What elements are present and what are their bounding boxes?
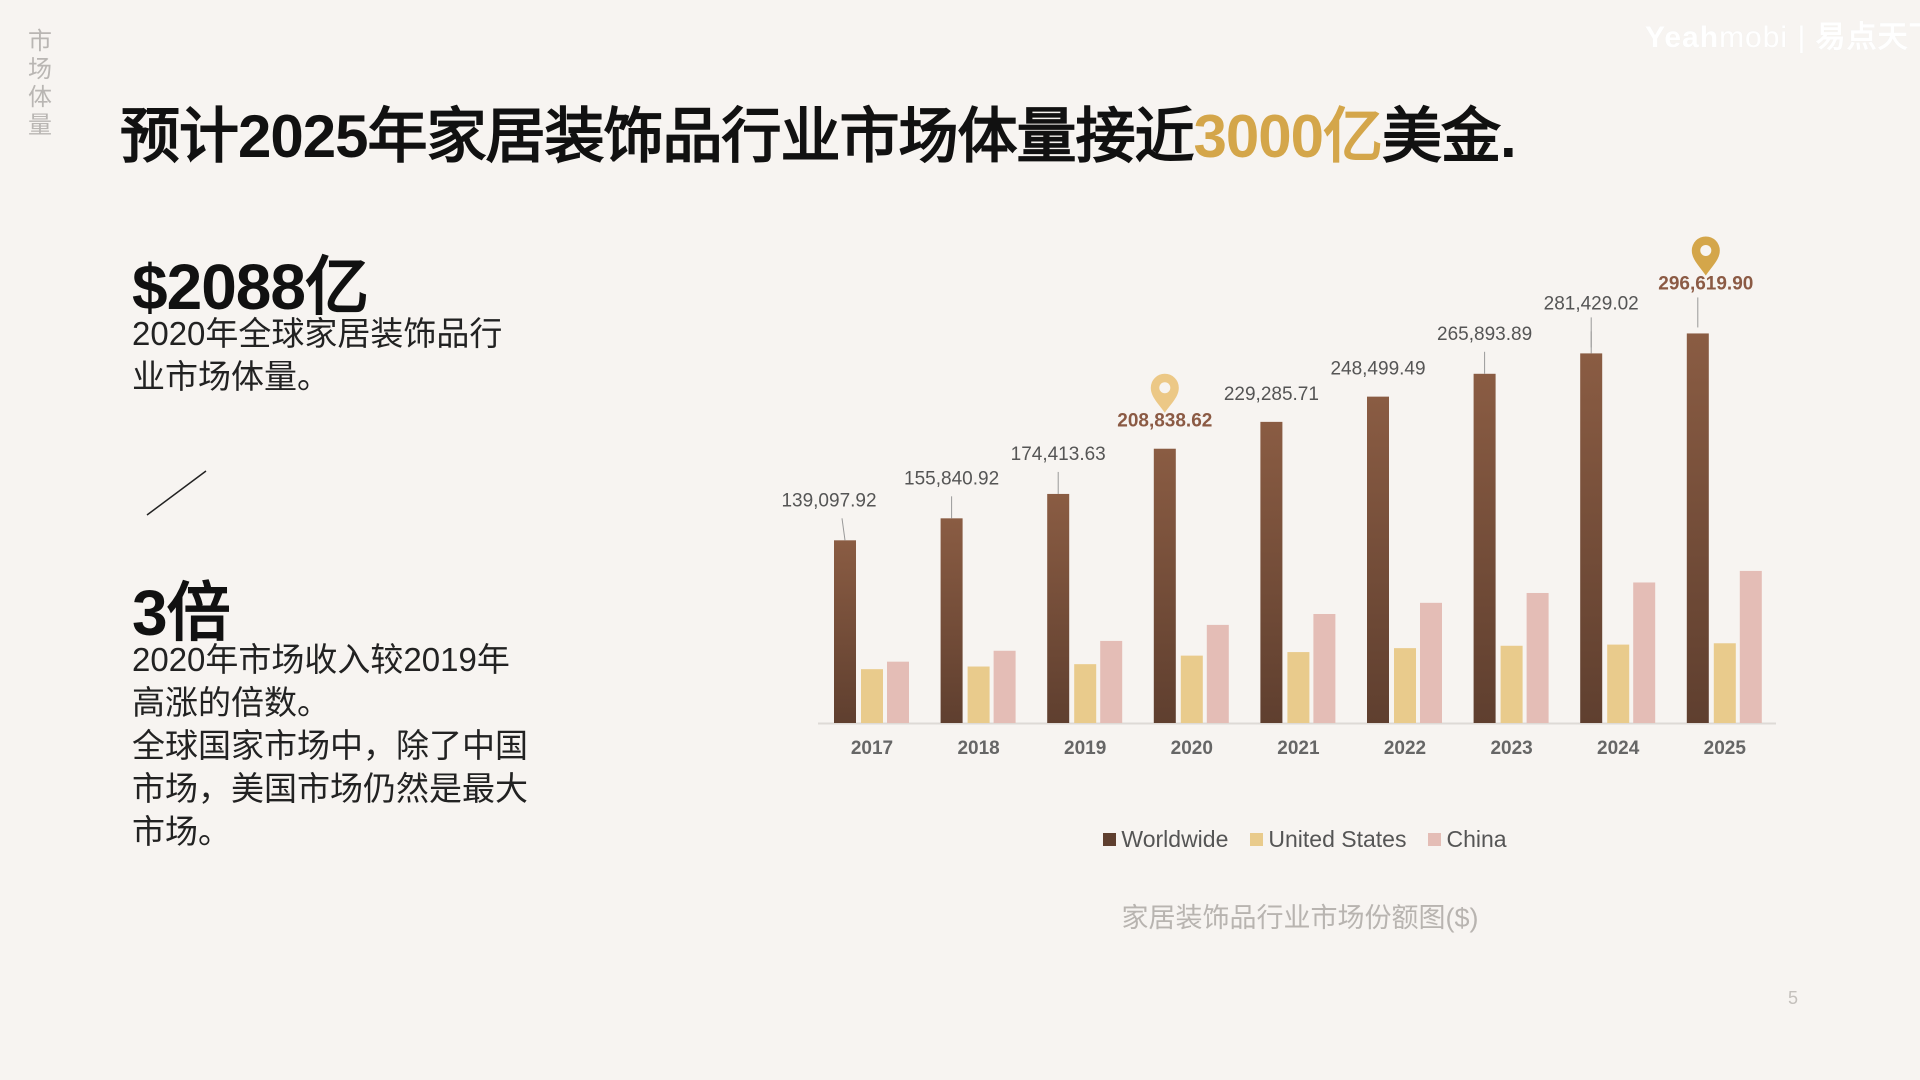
data-label: 265,893.89	[1437, 324, 1532, 345]
x-tick-label: 2024	[1597, 738, 1640, 759]
map-pin-icon	[1691, 236, 1720, 276]
bar-china-2018	[993, 650, 1016, 723]
bar-chart: 2017 139,097.92 2018 155,840.92 2019 174,413.…	[781, 236, 1776, 759]
bar-worldwide-2020	[1153, 448, 1176, 723]
data-label: 281,429.02	[1544, 293, 1639, 314]
bar-worldwide-2021	[1260, 421, 1283, 723]
data-label: 248,499.49	[1330, 359, 1425, 380]
bar-worldwide-2019	[1047, 493, 1070, 723]
chart-legend: Worldwide United States China	[1090, 826, 1520, 853]
legend-label: United States	[1268, 826, 1407, 852]
bar-united-states-2023	[1500, 645, 1523, 723]
chart-caption: 家居装饰品行业市场份额图($)	[1121, 903, 1479, 933]
legend-label: China	[1446, 826, 1507, 852]
logo-brand: Yeah	[1645, 21, 1720, 54]
title-part2: 美金.	[1381, 103, 1517, 170]
bar-china-2024	[1633, 582, 1656, 723]
bar-china-2022	[1420, 602, 1442, 723]
bar-united-states-2018	[967, 666, 990, 723]
x-tick-label: 2021	[1277, 738, 1320, 759]
data-label: 296,619.90	[1658, 273, 1753, 294]
stat-desc-market: 2020年全球家居装饰品行业市场体量。	[132, 315, 503, 395]
bar-china-2021	[1313, 613, 1336, 723]
bar-united-states-2020	[1180, 655, 1203, 723]
stat-value-market: $2088亿	[132, 251, 369, 323]
x-tick-label: 2023	[1490, 738, 1532, 759]
bar-united-states-2024	[1607, 644, 1630, 723]
bar-united-states-2022	[1394, 648, 1416, 723]
data-label-leader	[841, 518, 846, 541]
logo: Yeahmobi | 易点天下	[1645, 12, 1920, 56]
data-label: 208,838.62	[1117, 411, 1212, 432]
legend-item-china: China	[1428, 826, 1507, 853]
legend-swatch	[1250, 833, 1264, 846]
legend-swatch	[1428, 833, 1442, 846]
legend-label: Worldwide	[1121, 826, 1229, 852]
section-label: 市场体量	[28, 28, 52, 139]
stat-desc-growth-2: 全球国家市场中，除了中国市场，美国市场仍然是最大市场。	[132, 727, 528, 850]
bar-united-states-2025	[1713, 643, 1736, 723]
bar-worldwide-2018	[940, 518, 963, 723]
map-pin-hole	[1700, 244, 1712, 256]
stat-desc-growth-1: 2020年市场收入较2019年高涨的倍数。	[132, 641, 510, 721]
bar-worldwide-2024	[1580, 353, 1603, 723]
data-label: 229,285.71	[1224, 384, 1319, 405]
bar-worldwide-2025	[1686, 333, 1709, 723]
map-pin-hole	[1159, 382, 1171, 394]
page-title: 预计2025年家居装饰品行业市场体量接近3000亿美金.	[120, 88, 1517, 175]
bar-china-2017	[887, 661, 909, 723]
stat-value-growth: 3倍	[132, 577, 231, 649]
bar-worldwide-2017	[834, 540, 856, 723]
x-tick-label: 2019	[1064, 738, 1106, 759]
page-number: 5	[1788, 988, 1799, 1008]
logo-separator: |	[1797, 21, 1807, 54]
bar-worldwide-2023	[1473, 373, 1496, 723]
x-tick-label: 2018	[957, 738, 999, 759]
data-label: 155,840.92	[904, 468, 999, 489]
legend-swatch	[1103, 833, 1117, 846]
legend-item-united-states: United States	[1250, 826, 1406, 853]
data-label: 139,097.92	[781, 490, 876, 511]
bar-united-states-2017	[861, 669, 883, 723]
bar-united-states-2021	[1287, 652, 1310, 723]
x-tick-label: 2025	[1704, 738, 1747, 759]
x-tick-label: 2022	[1384, 738, 1426, 759]
bar-china-2023	[1526, 592, 1549, 723]
bar-china-2025	[1739, 570, 1762, 723]
logo-cn: 易点天下	[1815, 21, 1920, 54]
x-tick-label: 2017	[851, 738, 893, 759]
bar-worldwide-2022	[1367, 396, 1389, 723]
bar-china-2019	[1100, 640, 1123, 723]
title-part1: 预计2025年家居装饰品行业市场体量接近	[120, 103, 1194, 170]
x-tick-label: 2020	[1171, 738, 1213, 759]
stat-desc-growth: 2020年市场收入较2019年高涨的倍数。 全球国家市场中，除了中国市场，美国市场…	[132, 638, 532, 853]
legend-item-worldwide: Worldwide	[1103, 826, 1228, 853]
divider-line	[146, 470, 207, 516]
title-highlight: 3000亿	[1193, 103, 1382, 170]
bar-united-states-2019	[1074, 664, 1097, 723]
data-label: 174,413.63	[1011, 444, 1106, 465]
logo-brand-thin: mobi	[1719, 21, 1789, 54]
bar-china-2020	[1206, 624, 1229, 723]
